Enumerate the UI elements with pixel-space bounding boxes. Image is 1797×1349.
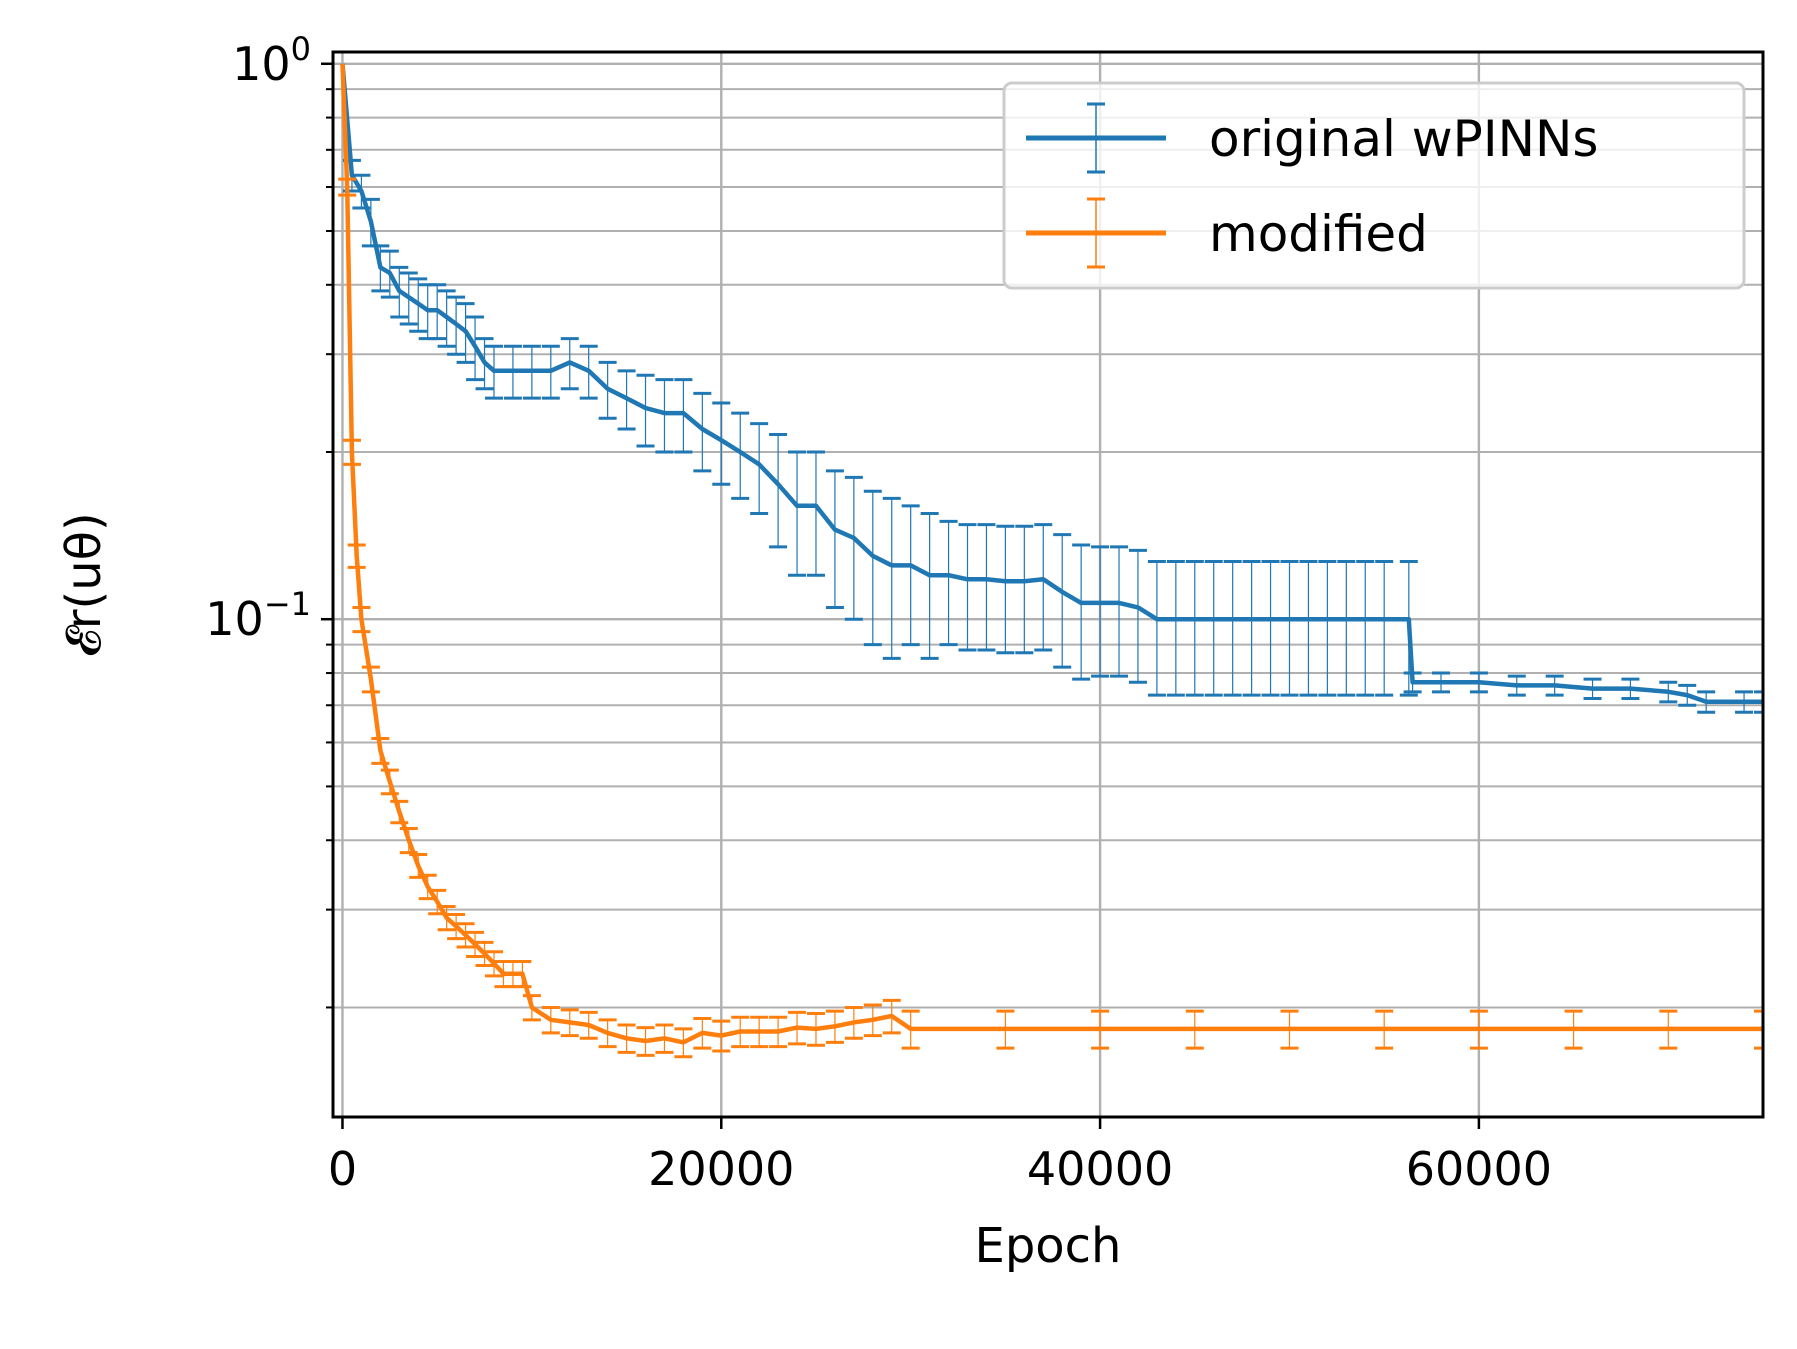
legend: original wPINNs modified [1002,81,1746,290]
legend-label-modified: modified [1209,205,1428,263]
legend-swatch-modified [1026,197,1166,269]
x-tick-label: 0 [328,1142,357,1196]
y-tick-label: 100 [232,30,311,91]
x-tick-label: 60000 [1406,1142,1552,1196]
y-axis-label: 𝓔r(uθ) [56,512,112,656]
legend-swatch-original-wpinns [1026,102,1166,174]
axes-frame [331,50,1765,1119]
series-line [340,63,1763,705]
plot-area [338,63,1763,1059]
x-axis-label: Epoch [975,1218,1122,1274]
legend-label-original-wpinns: original wPINNs [1209,110,1598,168]
series-modified [338,63,1763,1059]
series-original-wpinns [340,63,1763,714]
ticks: 0 20000 40000 60000 100 10−1 [205,30,1552,1196]
legend-box [1002,81,1746,290]
y-tick-label: 10−1 [205,585,311,646]
x-tick-label: 20000 [648,1142,794,1196]
series-line [340,63,1763,1045]
x-tick-label: 40000 [1027,1142,1173,1196]
